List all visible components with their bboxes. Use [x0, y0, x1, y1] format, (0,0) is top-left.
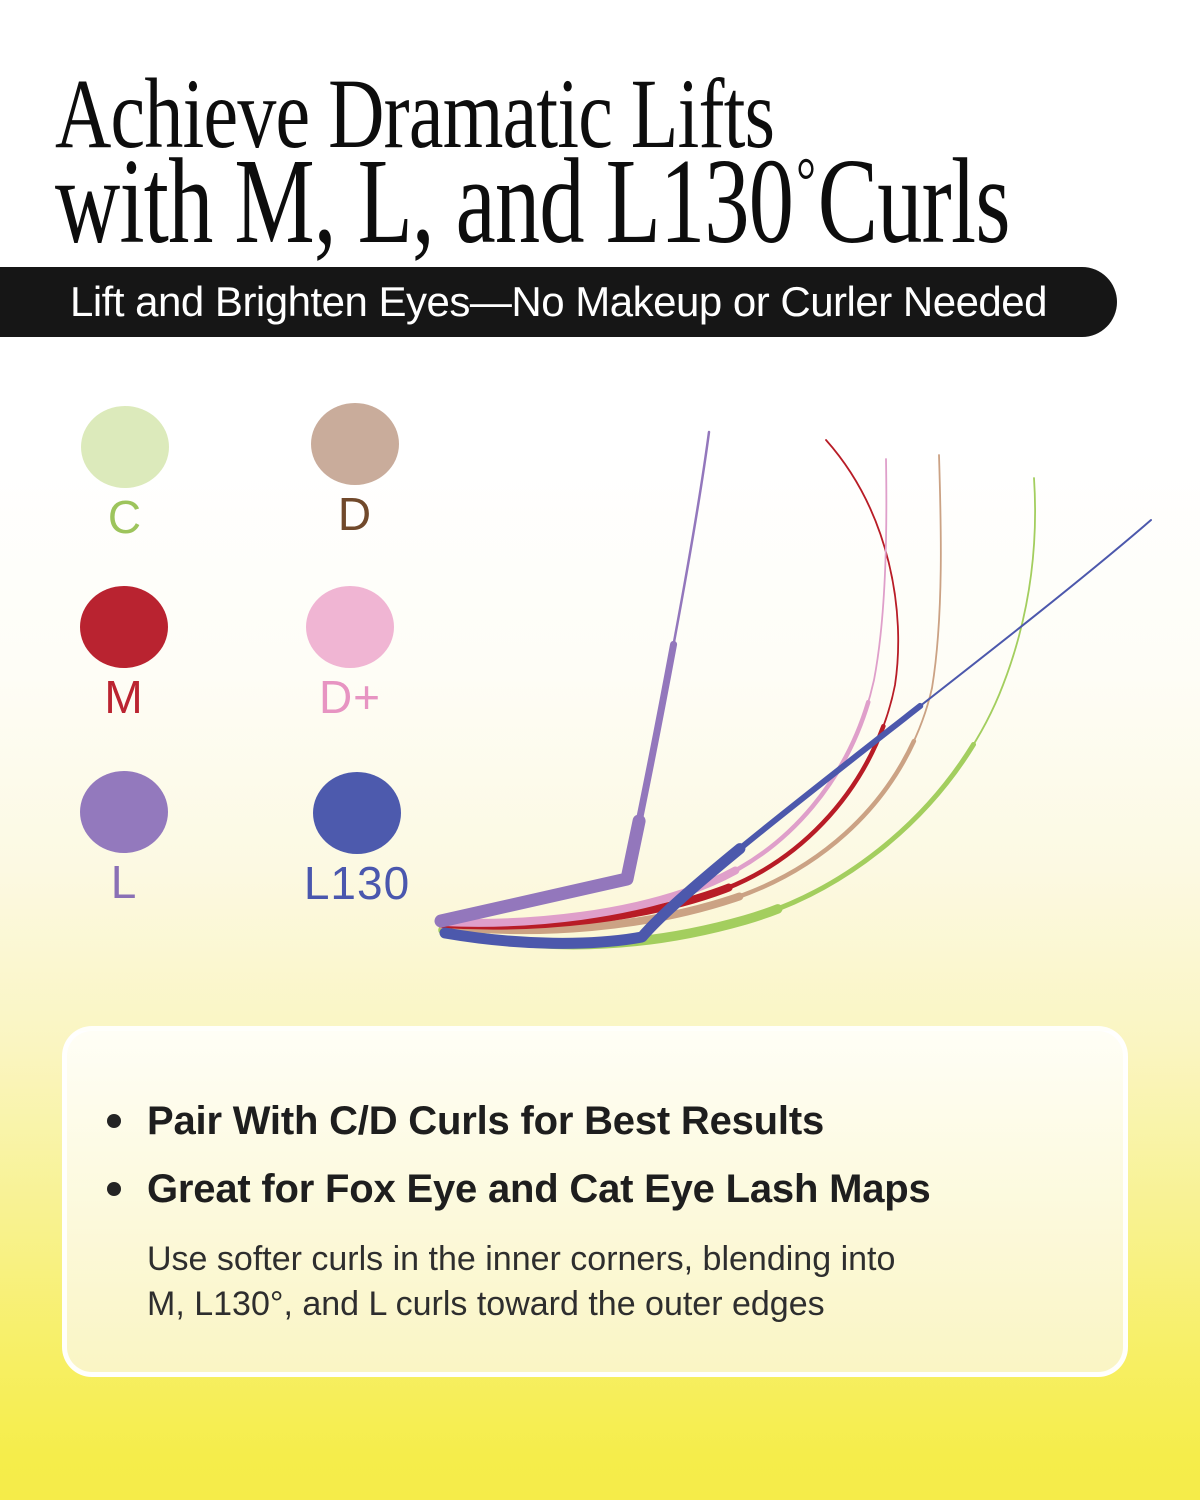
legend-item-dplus: D+	[290, 586, 410, 720]
usage-note-line1: Use softer curls in the inner corners, b…	[147, 1240, 896, 1278]
legend-label-d: D	[337, 488, 373, 540]
usage-note: Use softer curls in the inner corners, b…	[147, 1237, 1123, 1327]
subtitle-banner-text: Lift and Brighten Eyes—No Makeup or Curl…	[69, 278, 1048, 325]
title-line2-text-after: Curls	[817, 134, 1011, 269]
legend-item-m: M	[64, 586, 184, 720]
legend-dot-m	[80, 586, 168, 668]
info-card: Pair With C/D Curls for Best Results Gre…	[62, 1026, 1128, 1377]
benefit-text: Great for Fox Eye and Cat Eye Lash Maps	[147, 1167, 931, 1211]
benefit-item: Great for Fox Eye and Cat Eye Lash Maps	[91, 1169, 1123, 1209]
legend-label-dplus: D+	[318, 671, 382, 723]
usage-note-line2: M, L130°, and L curls toward the outer e…	[147, 1285, 825, 1323]
title-line2-text: with M, L, and L130	[55, 134, 794, 269]
curve-c-curl	[443, 478, 1035, 945]
legend-dot-dplus	[306, 586, 394, 668]
legend-label-l130: L130	[303, 857, 411, 909]
legend-dot-l	[80, 771, 168, 853]
legend-item-d: D	[295, 403, 415, 537]
subtitle-banner: Lift and Brighten Eyes—No Makeup or Curl…	[0, 267, 1117, 337]
page-title-line1: Achieve Dramatic Lifts	[55, 58, 775, 169]
curve-l-curl	[441, 432, 709, 921]
legend-label-l: L	[110, 856, 138, 908]
legend-dot-d	[311, 403, 399, 485]
legend-label-m: M	[104, 671, 144, 723]
legend-dot-l130	[313, 772, 401, 854]
bullet-icon	[107, 1114, 121, 1128]
bullet-icon	[107, 1182, 121, 1196]
benefit-item: Pair With C/D Curls for Best Results	[91, 1101, 1123, 1141]
curve-l130-curl	[445, 520, 1151, 943]
curve-m-curl	[443, 440, 898, 926]
benefit-list: Pair With C/D Curls for Best Results Gre…	[67, 1101, 1123, 1209]
degree-symbol: °	[796, 143, 816, 219]
legend-item-l130: L130	[297, 772, 417, 906]
legend-item-l: L	[64, 771, 184, 905]
benefit-text: Pair With C/D Curls for Best Results	[147, 1099, 824, 1143]
legend-item-c: C	[65, 406, 185, 540]
page-title-line2: with M, L, and L130°Curls	[55, 141, 1010, 263]
legend-dot-c	[81, 406, 169, 488]
legend-label-c: C	[107, 491, 143, 543]
